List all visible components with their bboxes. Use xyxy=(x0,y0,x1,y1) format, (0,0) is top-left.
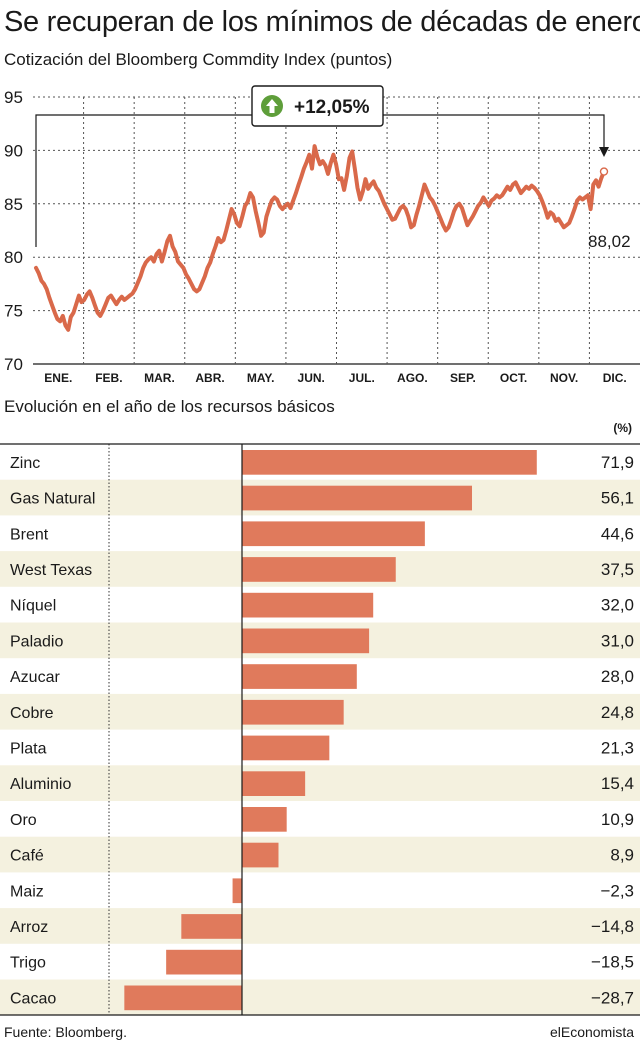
category-label: Cobre xyxy=(10,705,54,722)
bar-cobre xyxy=(242,699,344,725)
row-band xyxy=(0,765,640,801)
value-label: 15,4 xyxy=(601,774,634,793)
row-band xyxy=(0,836,640,873)
value-label: 8,9 xyxy=(610,846,634,865)
bar-oro xyxy=(242,807,287,832)
up-arrow-glyph xyxy=(266,99,278,113)
bar-chart-bars xyxy=(124,450,537,1011)
x-tick-label: AGO. xyxy=(397,371,428,385)
value-label: −2,3 xyxy=(600,881,634,900)
value-label: −28,7 xyxy=(591,988,634,1007)
annotation-bracket xyxy=(35,114,605,247)
bar-chart-unit: (%) xyxy=(613,421,632,435)
line-chart-x-ticks: ENE. FEB. MAR. ABR. MAY. JUN. JUL. AGO. SEP. OCT.… xyxy=(44,371,626,385)
bar-níquel xyxy=(242,592,374,618)
x-tick-label: JUL. xyxy=(349,371,375,385)
category-label: Aluminio xyxy=(10,776,71,793)
annotation-badge xyxy=(251,85,384,127)
bar-paladio xyxy=(242,628,370,654)
bar-chart-bands xyxy=(0,479,640,1016)
row-band xyxy=(0,979,640,1016)
value-label: 10,9 xyxy=(601,810,634,829)
bar-trigo xyxy=(166,949,242,975)
last-point-marker xyxy=(599,167,609,176)
bar-maiz xyxy=(232,878,242,904)
x-tick-label: DIC. xyxy=(603,371,627,385)
value-label: 28,0 xyxy=(601,667,634,686)
category-label: Níquel xyxy=(10,598,56,615)
line-series xyxy=(34,144,606,332)
category-label: Arroz xyxy=(10,919,48,936)
y-tick-label: 85 xyxy=(4,195,23,214)
bar-cacao xyxy=(124,985,242,1011)
category-label: Café xyxy=(10,848,44,865)
category-label: Cacao xyxy=(10,990,56,1007)
source-note: Fuente: Bloomberg. xyxy=(4,1024,127,1040)
category-label: Paladio xyxy=(10,633,63,650)
bar-zinc xyxy=(242,450,537,475)
x-tick-label: SEP. xyxy=(450,371,476,385)
category-label: Gas Natural xyxy=(10,491,95,508)
last-value-label: 88,02 xyxy=(588,232,631,251)
y-tick-label: 75 xyxy=(4,302,23,321)
x-tick-label: JUN. xyxy=(298,371,325,385)
row-band xyxy=(0,908,640,944)
value-label: 32,0 xyxy=(601,596,634,615)
annotation-arrowhead xyxy=(599,147,609,157)
bar-azucar xyxy=(242,664,357,689)
category-label: Plata xyxy=(10,740,47,757)
category-label: Azucar xyxy=(10,669,60,686)
value-label: −14,8 xyxy=(591,917,634,936)
y-tick-label: 90 xyxy=(4,141,23,160)
category-label: Trigo xyxy=(10,955,46,972)
bar-aluminio xyxy=(242,771,306,796)
value-label: 56,1 xyxy=(601,489,634,508)
x-tick-label: MAR. xyxy=(144,371,175,385)
value-label: 71,9 xyxy=(601,453,634,472)
bar-chart-labels: Zinc 71,9 Gas Natural 56,1 Brent 44,6 West Tex… xyxy=(10,453,634,1007)
value-label: 21,3 xyxy=(601,738,634,757)
line-chart: 70 75 80 85 90 95 ENE. FEB. MAR. ABR. MAY. JUN. JUL… xyxy=(4,85,640,385)
y-tick-label: 95 xyxy=(4,88,23,107)
bar-west-texas xyxy=(242,557,396,582)
y-tick-label: 80 xyxy=(4,248,23,267)
value-label: 31,0 xyxy=(601,631,634,650)
annotation-value: +12,05% xyxy=(294,97,370,118)
x-tick-label: ENE. xyxy=(44,371,72,385)
page-title: Se recuperan de los mínimos de décadas d… xyxy=(4,6,640,38)
category-label: Zinc xyxy=(10,455,40,472)
category-label: West Texas xyxy=(10,562,92,579)
brand-logo: elEconomista xyxy=(549,1024,634,1040)
bar-brent xyxy=(242,521,425,547)
value-label: 37,5 xyxy=(601,560,634,579)
category-label: Brent xyxy=(10,526,49,543)
x-tick-label: NOV. xyxy=(550,371,578,385)
x-tick-label: OCT. xyxy=(500,371,527,385)
line-chart-subtitle: Cotización del Bloomberg Commdity Index … xyxy=(4,50,393,69)
value-label: 44,6 xyxy=(601,524,634,543)
x-tick-label: FEB. xyxy=(95,371,122,385)
category-label: Oro xyxy=(10,812,37,829)
value-label: −18,5 xyxy=(591,953,634,972)
line-chart-grid xyxy=(33,96,640,365)
category-label: Maiz xyxy=(10,883,44,900)
x-tick-label: MAY. xyxy=(247,371,275,385)
bar-gas-natural xyxy=(242,485,473,511)
bar-chart: Zinc 71,9 Gas Natural 56,1 Brent 44,6 West Tex… xyxy=(0,443,640,1016)
value-label: 24,8 xyxy=(601,703,634,722)
bar-plata xyxy=(242,735,330,761)
line-chart-y-ticks: 70 75 80 85 90 95 xyxy=(4,88,23,374)
bar-chart-subtitle: Evolución en el año de los recursos bási… xyxy=(4,397,335,416)
bar-arroz xyxy=(181,914,242,939)
bar-café xyxy=(242,842,279,868)
line-chart-annotation: +12,05% xyxy=(35,85,609,247)
y-tick-label: 70 xyxy=(4,355,23,374)
x-tick-label: ABR. xyxy=(195,371,224,385)
